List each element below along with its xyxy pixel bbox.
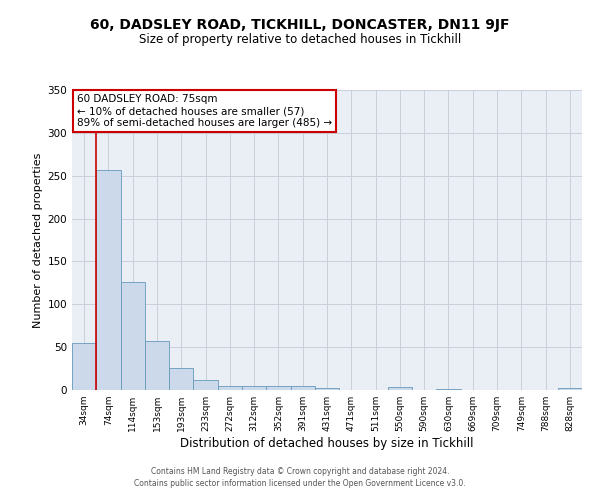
Bar bbox=[145, 341, 169, 390]
Bar bbox=[315, 388, 339, 390]
Text: Size of property relative to detached houses in Tickhill: Size of property relative to detached ho… bbox=[139, 32, 461, 46]
Bar bbox=[121, 282, 145, 390]
Bar bbox=[266, 386, 290, 390]
Bar bbox=[169, 368, 193, 390]
Bar bbox=[388, 388, 412, 390]
Bar bbox=[96, 170, 121, 390]
Text: 60, DADSLEY ROAD, TICKHILL, DONCASTER, DN11 9JF: 60, DADSLEY ROAD, TICKHILL, DONCASTER, D… bbox=[90, 18, 510, 32]
Bar bbox=[436, 389, 461, 390]
X-axis label: Distribution of detached houses by size in Tickhill: Distribution of detached houses by size … bbox=[180, 437, 474, 450]
Bar bbox=[242, 386, 266, 390]
Bar bbox=[72, 343, 96, 390]
Text: Contains HM Land Registry data © Crown copyright and database right 2024.
Contai: Contains HM Land Registry data © Crown c… bbox=[134, 466, 466, 487]
Y-axis label: Number of detached properties: Number of detached properties bbox=[33, 152, 43, 328]
Text: 60 DADSLEY ROAD: 75sqm
← 10% of detached houses are smaller (57)
89% of semi-det: 60 DADSLEY ROAD: 75sqm ← 10% of detached… bbox=[77, 94, 332, 128]
Bar bbox=[193, 380, 218, 390]
Bar bbox=[218, 386, 242, 390]
Bar bbox=[558, 388, 582, 390]
Bar bbox=[290, 386, 315, 390]
